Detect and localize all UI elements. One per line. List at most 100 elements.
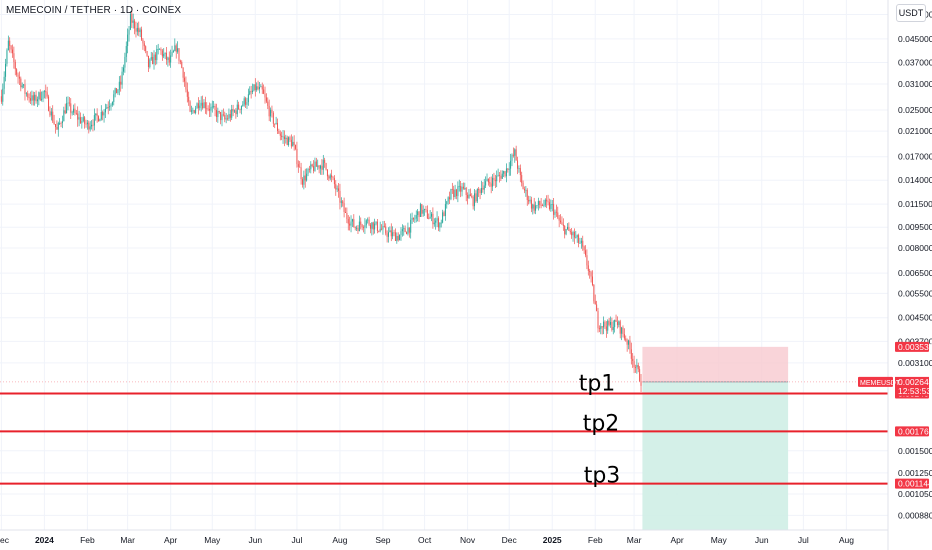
current-price-text: 0.002649 [898,377,932,387]
candle-body [605,326,607,331]
candle-body [147,55,149,67]
price-tick-label: 0.017000 [898,152,932,162]
candle-body [227,118,229,120]
time-axis[interactable]: Dec 2024 Feb Mar Apr May Jun Jul Aug Sep Oct Nov Dec… [0,529,888,545]
candle-body [168,57,170,63]
target-lines[interactable] [0,392,888,485]
candle-body [396,235,398,241]
candle-body [177,48,179,52]
candle-body [440,222,442,224]
candle-body [474,193,476,207]
candle-body [621,327,623,334]
candle-body [34,94,36,101]
candle-body [297,164,299,167]
candle-body [102,112,104,116]
candle-body [478,188,480,191]
price-axis[interactable]: 0.0550000.0450000.0370000.0310000.025000… [887,0,932,550]
candle-body [368,219,370,225]
candle-body [429,216,431,219]
candle-body [299,166,301,168]
candle-body [270,109,272,117]
candle-body [186,89,188,97]
candle-body [346,212,348,220]
candle-body [190,110,192,112]
candle-body [494,179,496,182]
candle-body [324,159,326,163]
candle-body [238,104,240,110]
candle-body [132,20,134,23]
candle-body [422,209,424,214]
price-tick-label: 0.011500 [898,199,932,209]
candle-body [304,175,306,181]
price-tick-label: 0.031000 [898,79,932,89]
candle-body [184,77,186,82]
candle-body [260,86,262,88]
candle-body [619,321,621,334]
candle-body [331,175,333,178]
candle-body [519,168,521,176]
candle-body [107,107,109,108]
candle-body [214,106,216,110]
candle-body [457,186,459,197]
candle-body [497,174,499,176]
candle-body [308,168,310,170]
candle-body [401,229,403,232]
candle-body [70,103,72,113]
price-tick-label: 0.001050 [898,489,932,499]
candle-body [315,161,317,167]
take-profit-zone[interactable] [642,381,789,530]
candle-body [546,199,548,202]
candle-body [361,224,363,228]
price-tick-label: 0.001500 [898,446,932,456]
candle-body [264,93,266,98]
time-tick-label: 2025 [543,535,562,545]
candle-body [246,102,248,105]
candle-body [98,116,100,122]
candle-body [353,219,355,227]
candle-body [485,181,487,186]
candle-body [611,321,613,330]
candle-body [128,29,130,35]
candle-body [145,46,147,51]
candle-body [565,228,567,235]
time-tick-label: Apr [164,535,177,545]
candle-body [601,326,603,328]
candle-body [82,117,84,121]
candle-body [25,93,27,95]
candle-body [414,218,416,220]
candle-body [196,103,198,109]
stop-loss-zone[interactable] [642,346,789,382]
candle-body [528,200,530,202]
candle-body [381,228,383,230]
candle-body [325,162,327,170]
candle-body [322,159,324,170]
candle-body [209,108,211,111]
candle-body [318,165,320,169]
candle-body [188,96,190,102]
candle-body [296,148,298,165]
currency-unit-button[interactable]: USDT [896,4,926,22]
candle-body [313,166,315,171]
candle-body [411,217,413,220]
candle-body [122,67,124,72]
price-tick-label: 0.045000 [898,34,932,44]
candle-body [372,222,374,230]
candle-body [257,86,259,90]
candle-body [249,91,251,95]
candle-body [59,123,61,124]
candle-body [442,212,444,223]
candle-body [547,201,549,203]
tp3-price-badge: 0.001144 [895,478,932,489]
candle-body [159,49,161,50]
candle-body [421,204,423,214]
candle-body [202,102,204,109]
candle-body [379,228,381,232]
candle-body [66,103,68,114]
candle-body [468,194,470,199]
position-zones[interactable] [0,346,888,530]
candle-body [9,40,11,46]
candle-body [243,98,245,105]
candle-body [235,110,237,115]
